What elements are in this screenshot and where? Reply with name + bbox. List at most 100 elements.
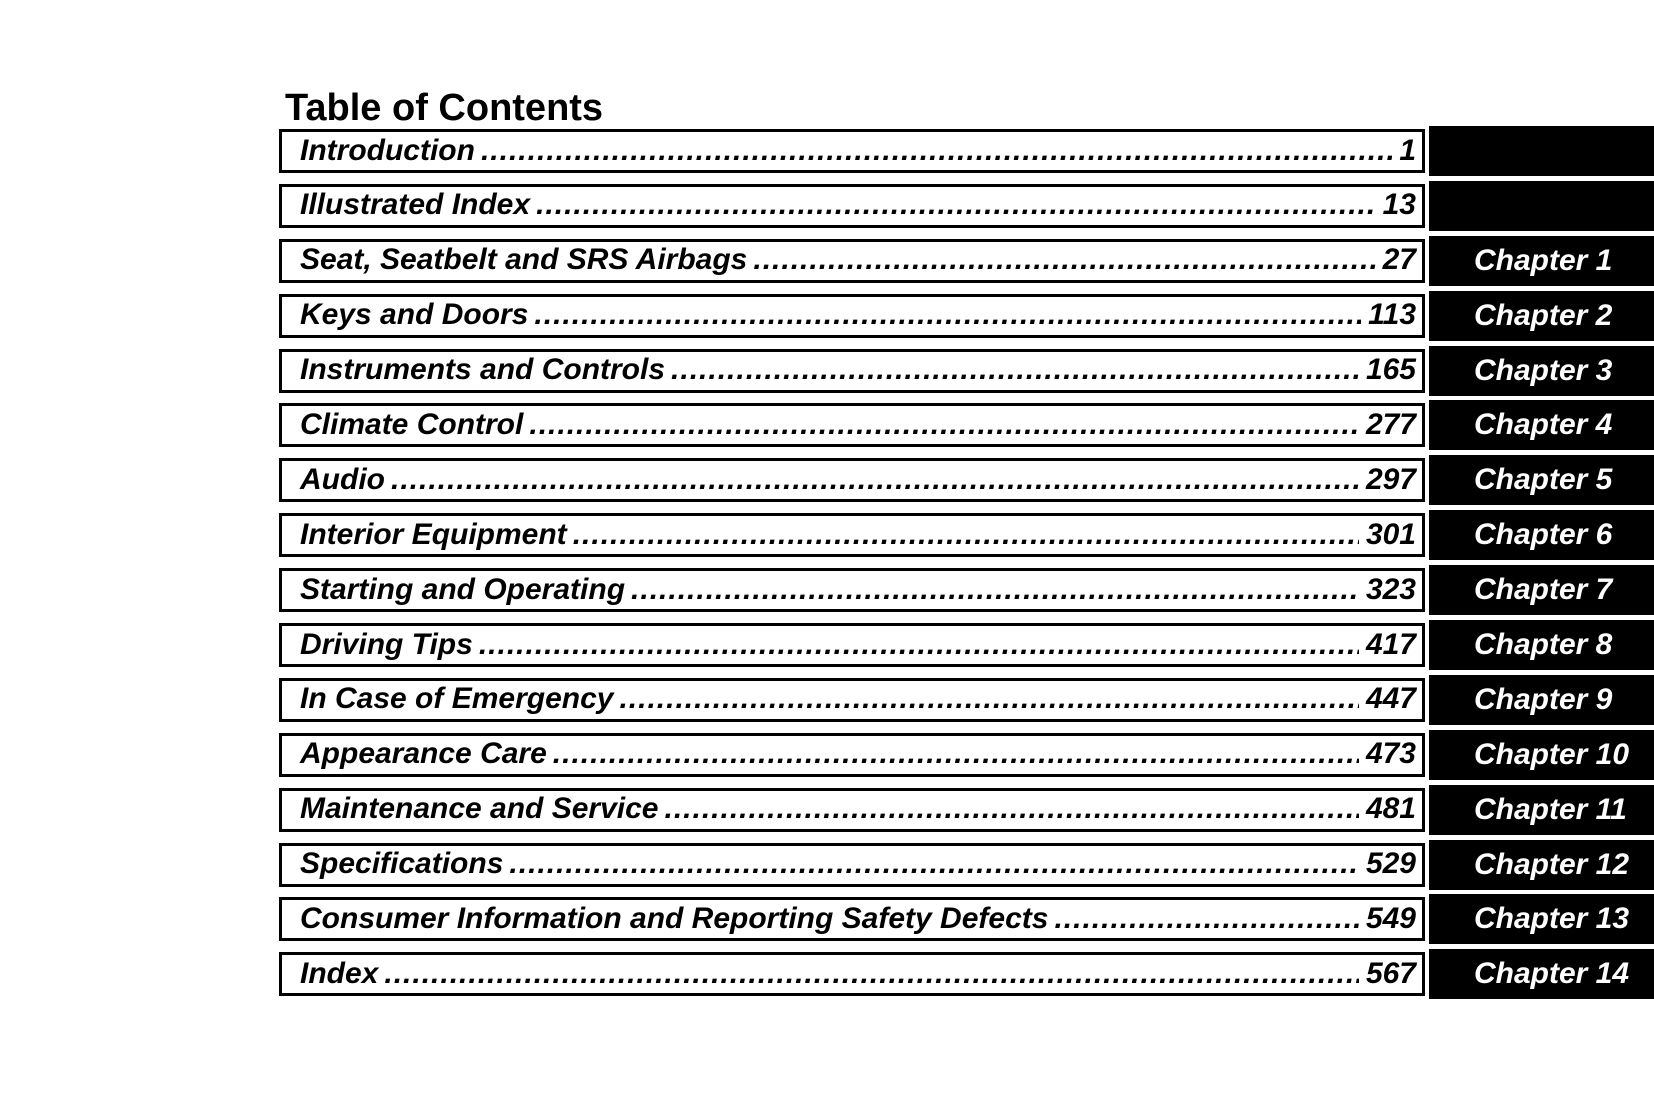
toc-entry-title: Specifications <box>300 847 504 881</box>
toc-entry: Driving Tips 417 <box>279 623 1425 668</box>
toc-row: Maintenance and Service 481 Chapter 11 <box>279 784 1654 835</box>
chapter-tab: Chapter 13 <box>1429 894 1654 945</box>
chapter-tab: Chapter 1 <box>1429 235 1654 286</box>
toc-entry-page: 165 <box>1365 353 1416 387</box>
toc-entry-title: Index <box>300 956 379 990</box>
chapter-tab: Chapter 9 <box>1429 674 1654 725</box>
chapter-tab: Chapter 2 <box>1429 290 1654 341</box>
tab-gap <box>1425 458 1429 503</box>
tab-gap <box>1425 732 1429 777</box>
toc-row: Interior Equipment 301 Chapter 6 <box>279 510 1654 561</box>
toc-entry-title: Driving Tips <box>300 627 473 661</box>
dot-leader <box>631 574 1359 606</box>
toc-entry-page: 549 <box>1365 901 1416 935</box>
dot-leader <box>509 848 1359 880</box>
toc-entry-title: Illustrated Index <box>300 188 531 222</box>
toc-row: Introduction 1 <box>279 126 1654 176</box>
toc-row: In Case of Emergency 447 Chapter 9 <box>279 674 1654 725</box>
dot-leader <box>664 793 1358 825</box>
toc-entry-title: Starting and Operating <box>300 572 626 606</box>
chapter-tab: Chapter 4 <box>1429 400 1654 451</box>
toc-entry-page: 323 <box>1365 572 1416 606</box>
toc-entry-page: 417 <box>1365 627 1416 661</box>
toc-entry-page: 447 <box>1365 682 1416 716</box>
toc-entry: Starting and Operating 323 <box>279 568 1425 613</box>
toc-entry-title: Introduction <box>300 133 475 167</box>
toc-row: Climate Control 277 Chapter 4 <box>279 400 1654 451</box>
tab-gap <box>1425 842 1429 887</box>
toc-entry: Specifications 529 <box>279 842 1425 887</box>
toc-entry-title: Seat, Seatbelt and SRS Airbags <box>300 243 748 277</box>
dot-leader <box>1054 903 1359 935</box>
toc-entry-page: 301 <box>1365 517 1416 551</box>
toc-entry-title: Climate Control <box>300 407 524 441</box>
toc-entry-title: Maintenance and Service <box>300 792 659 826</box>
tab-gap <box>1425 183 1429 228</box>
toc-entry-title: In Case of Emergency <box>300 682 614 716</box>
chapter-tab: Chapter 6 <box>1429 510 1654 561</box>
tab-gap <box>1425 568 1429 613</box>
chapter-tab: Chapter 5 <box>1429 455 1654 506</box>
toc-row: Specifications 529 Chapter 12 <box>279 839 1654 890</box>
toc-row: Starting and Operating 323 Chapter 7 <box>279 565 1654 616</box>
toc-row: Instruments and Controls 165 Chapter 3 <box>279 345 1654 396</box>
toc-entry: In Case of Emergency 447 <box>279 677 1425 722</box>
toc-entry-title: Appearance Care <box>300 737 547 771</box>
chapter-tab: Chapter 8 <box>1429 620 1654 671</box>
toc-entry: Introduction 1 <box>279 129 1425 173</box>
toc-entry: Keys and Doors 113 <box>279 293 1425 338</box>
dot-leader <box>671 354 1359 386</box>
tab-gap <box>1425 238 1429 283</box>
toc-entry: Seat, Seatbelt and SRS Airbags 27 <box>279 238 1425 283</box>
toc-entry-page: 113 <box>1368 298 1416 332</box>
dot-leader <box>573 519 1359 551</box>
toc-row: Consumer Information and Reporting Safet… <box>279 894 1654 945</box>
toc-entry-page: 297 <box>1365 462 1416 496</box>
toc-entry-title: Interior Equipment <box>300 517 567 551</box>
dot-leader <box>384 958 1359 990</box>
dot-leader <box>536 189 1376 221</box>
toc-entry: Interior Equipment 301 <box>279 513 1425 558</box>
dot-leader <box>553 738 1359 770</box>
chapter-tab <box>1429 126 1654 176</box>
toc-entry: Appearance Care 473 <box>279 732 1425 777</box>
tab-gap <box>1425 348 1429 393</box>
toc-entry-title: Instruments and Controls <box>300 353 666 387</box>
tab-gap <box>1425 293 1429 338</box>
toc-entry-page: 481 <box>1365 792 1416 826</box>
toc-row: Driving Tips 417 Chapter 8 <box>279 620 1654 671</box>
toc-entry-page: 277 <box>1365 407 1416 441</box>
toc-entry-page: 473 <box>1365 737 1416 771</box>
tab-gap <box>1425 623 1429 668</box>
toc-row: Index 567 Chapter 14 <box>279 949 1654 1000</box>
chapter-tab: Chapter 14 <box>1429 949 1654 1000</box>
toc-row: Audio 297 Chapter 5 <box>279 455 1654 506</box>
tab-gap <box>1425 677 1429 722</box>
toc-entry-page: 567 <box>1365 956 1416 990</box>
dot-leader <box>619 683 1358 715</box>
chapter-tab: Chapter 3 <box>1429 345 1654 396</box>
toc-entry: Maintenance and Service 481 <box>279 787 1425 832</box>
toc-entry: Climate Control 277 <box>279 403 1425 448</box>
toc-entry: Audio 297 <box>279 458 1425 503</box>
chapter-tab: Chapter 7 <box>1429 565 1654 616</box>
dot-leader <box>534 299 1361 331</box>
toc-list: Introduction 1 Illustrated Index 13 Seat… <box>279 126 1654 1000</box>
dot-leader <box>529 409 1359 441</box>
tab-gap <box>1425 513 1429 558</box>
toc-entry-title: Consumer Information and Reporting Safet… <box>300 901 1049 935</box>
dot-leader <box>481 135 1392 167</box>
toc-entry-page: 529 <box>1365 847 1416 881</box>
toc-entry-page: 13 <box>1382 188 1416 222</box>
toc-entry: Index 567 <box>279 952 1425 997</box>
toc-entry: Consumer Information and Reporting Safet… <box>279 897 1425 942</box>
page-title: Table of Contents <box>285 87 604 130</box>
tab-gap <box>1425 403 1429 448</box>
toc-entry-title: Keys and Doors <box>300 298 529 332</box>
toc-row: Seat, Seatbelt and SRS Airbags 27 Chapte… <box>279 235 1654 286</box>
toc-entry-page: 1 <box>1399 133 1416 167</box>
dot-leader <box>391 464 1359 496</box>
tab-gap <box>1425 952 1429 997</box>
tab-gap <box>1425 897 1429 942</box>
toc-row: Keys and Doors 113 Chapter 2 <box>279 290 1654 341</box>
